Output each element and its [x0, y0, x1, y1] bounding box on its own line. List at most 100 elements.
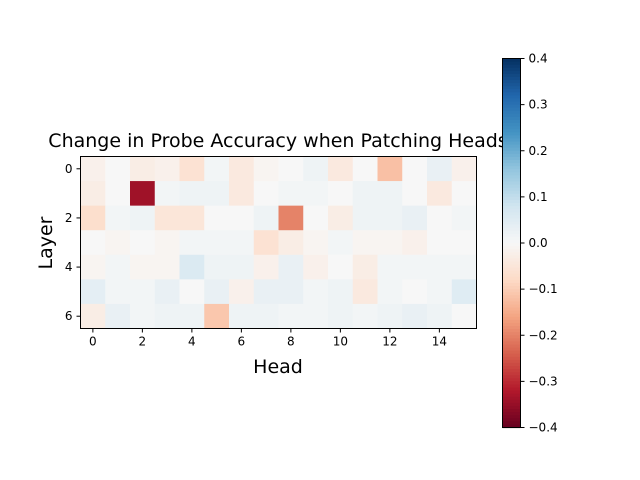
colorbar-tick-label: −0.1 [529, 282, 558, 296]
heatmap-cell [179, 230, 205, 256]
colorbar-segment [502, 236, 521, 241]
heatmap-cell [179, 156, 205, 182]
colorbar-segment [502, 215, 521, 219]
colorbar-segment [502, 375, 521, 379]
colorbar-segment [502, 184, 521, 189]
colorbar-segment [502, 239, 521, 244]
colorbar-tick-label: −0.3 [529, 374, 558, 388]
heatmap-cell [80, 279, 106, 305]
heatmap-cell [204, 181, 230, 207]
heatmap-cell [352, 205, 378, 231]
colorbar-segment [502, 252, 521, 256]
x-tick-label: 6 [238, 335, 246, 349]
heatmap-cell [278, 181, 304, 207]
colorbar-segment [502, 362, 521, 367]
colorbar-segment [502, 292, 521, 296]
heatmap-cell [303, 303, 329, 329]
colorbar-segment [502, 381, 521, 386]
colorbar-segment [502, 138, 521, 143]
heatmap-cell [154, 303, 180, 329]
heatmap-cell [80, 205, 106, 231]
colorbar-segment [502, 156, 521, 161]
heatmap-cell [451, 230, 477, 256]
heatmap-cell [352, 156, 378, 182]
heatmap-cell [328, 181, 354, 207]
heatmap-cell [154, 181, 180, 207]
heatmap-cell [427, 156, 453, 182]
colorbar-segment [502, 261, 521, 266]
heatmap-cell [352, 230, 378, 256]
colorbar-segment [502, 356, 521, 361]
colorbar-segment [502, 92, 521, 96]
colorbar-segment [502, 144, 521, 149]
heatmap-cell [328, 254, 354, 280]
colorbar-segment [502, 273, 521, 278]
heatmap-cell [303, 230, 329, 256]
colorbar-segment [502, 298, 521, 303]
heatmap-cell [179, 181, 205, 207]
colorbar-segment [502, 353, 521, 358]
colorbar-segment [502, 390, 521, 395]
x-tick-label: 10 [333, 335, 348, 349]
heatmap-cell [328, 205, 354, 231]
heatmap-cell [402, 205, 428, 231]
colorbar-segment [502, 104, 521, 109]
colorbar-tick-label: 0.3 [529, 98, 548, 112]
colorbar-segment [502, 227, 521, 232]
heatmap-cell [154, 279, 180, 305]
heatmap-cell [402, 279, 428, 305]
heatmap-cell [229, 303, 255, 329]
x-tick-label: 12 [382, 335, 397, 349]
heatmap-cell [229, 254, 255, 280]
heatmap-cell [278, 254, 304, 280]
colorbar-segment [502, 279, 521, 284]
heatmap-cell [451, 181, 477, 207]
colorbar-segment [502, 418, 521, 422]
colorbar-segment [502, 86, 521, 90]
heatmap-cell [352, 181, 378, 207]
colorbar-segment [502, 218, 521, 223]
colorbar-segment [502, 129, 521, 133]
colorbar: 0.4 0.3 0.2 0.1 0.0 −0.1 −0.2 −0.3 −0.4 [502, 52, 558, 435]
colorbar-tick-label: −0.4 [529, 421, 558, 435]
heatmap-cell [303, 279, 329, 305]
colorbar-segment [502, 126, 521, 130]
heatmap-cell [253, 279, 279, 305]
colorbar-segment [502, 181, 521, 186]
colorbar-segment [502, 258, 521, 263]
colorbar-segment [502, 83, 521, 87]
heatmap-cell [377, 230, 403, 256]
heatmap-cell [303, 156, 329, 182]
colorbar-segment [502, 366, 521, 370]
colorbar-segment [502, 209, 521, 213]
colorbar-segment [502, 123, 521, 127]
colorbar-segment [502, 369, 521, 373]
x-axis-ticks: 0 2 4 6 8 10 12 14 [89, 328, 447, 349]
colorbar-segment [502, 246, 521, 250]
colorbar-tick-label: −0.2 [529, 328, 558, 342]
heatmap-cell [328, 279, 354, 305]
heatmap-cell [377, 303, 403, 329]
colorbar-segment [502, 193, 521, 198]
colorbar-segment [502, 301, 521, 306]
heatmap-cell [352, 303, 378, 329]
colorbar-tick-label: 0.0 [529, 236, 548, 250]
heatmap-cell [179, 303, 205, 329]
colorbar-segment [502, 255, 521, 259]
colorbar-segment [502, 326, 521, 330]
colorbar-segment [502, 101, 521, 106]
colorbar-segment [502, 338, 521, 342]
colorbar-segment [502, 295, 521, 299]
heatmap-cell [278, 205, 304, 231]
heatmap-cell [105, 205, 131, 231]
x-tick-label: 2 [139, 335, 147, 349]
colorbar-segment [502, 95, 521, 100]
heatmap-cell [229, 181, 255, 207]
heatmap-cell [105, 156, 131, 182]
heatmap-cell [229, 230, 255, 256]
colorbar-segment [502, 264, 521, 269]
x-axis-label: Head [253, 356, 303, 378]
heatmap-cell [204, 230, 230, 256]
colorbar-segment [502, 147, 521, 152]
colorbar-segment [502, 132, 521, 136]
